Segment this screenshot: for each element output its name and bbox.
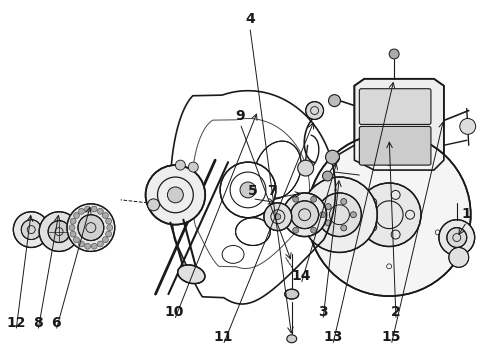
- Text: 3: 3: [318, 305, 328, 319]
- Circle shape: [78, 215, 104, 240]
- Ellipse shape: [285, 289, 299, 299]
- Circle shape: [283, 193, 326, 237]
- Circle shape: [147, 199, 159, 211]
- Circle shape: [91, 243, 97, 249]
- Circle shape: [264, 203, 292, 231]
- Circle shape: [102, 212, 108, 219]
- Circle shape: [328, 95, 341, 107]
- Circle shape: [106, 231, 112, 237]
- Circle shape: [447, 228, 467, 247]
- Circle shape: [98, 208, 103, 214]
- FancyBboxPatch shape: [359, 89, 431, 125]
- Circle shape: [322, 171, 333, 181]
- Circle shape: [275, 214, 281, 220]
- Circle shape: [302, 177, 377, 252]
- Text: 4: 4: [245, 12, 255, 26]
- Circle shape: [78, 208, 84, 214]
- Text: 2: 2: [391, 305, 401, 319]
- Text: 7: 7: [267, 184, 277, 198]
- Circle shape: [325, 220, 331, 226]
- Circle shape: [291, 201, 318, 229]
- Circle shape: [69, 225, 75, 231]
- Circle shape: [98, 241, 103, 247]
- Circle shape: [85, 243, 91, 249]
- Text: 9: 9: [235, 109, 245, 123]
- Circle shape: [389, 49, 399, 59]
- Circle shape: [74, 212, 79, 219]
- Circle shape: [67, 204, 115, 251]
- Circle shape: [341, 199, 347, 204]
- Circle shape: [39, 212, 79, 251]
- Text: 8: 8: [33, 316, 43, 330]
- Circle shape: [91, 206, 97, 212]
- Circle shape: [449, 247, 469, 267]
- Circle shape: [240, 182, 256, 198]
- Circle shape: [106, 218, 112, 224]
- Circle shape: [318, 193, 361, 237]
- Circle shape: [220, 162, 276, 218]
- Circle shape: [311, 196, 317, 202]
- Circle shape: [325, 204, 331, 210]
- Text: 6: 6: [51, 316, 61, 330]
- Text: 10: 10: [165, 305, 184, 319]
- Circle shape: [102, 237, 108, 243]
- Ellipse shape: [254, 141, 301, 199]
- Polygon shape: [354, 79, 444, 170]
- Text: 5: 5: [247, 184, 257, 198]
- Circle shape: [439, 220, 475, 255]
- FancyBboxPatch shape: [359, 126, 431, 165]
- Circle shape: [168, 187, 183, 203]
- Circle shape: [293, 227, 299, 233]
- Circle shape: [175, 160, 185, 170]
- Text: 15: 15: [381, 330, 401, 344]
- Circle shape: [146, 165, 205, 225]
- Circle shape: [357, 183, 421, 247]
- Circle shape: [21, 220, 41, 239]
- Circle shape: [188, 162, 198, 172]
- Ellipse shape: [236, 218, 270, 246]
- Circle shape: [107, 225, 113, 231]
- Text: 12: 12: [6, 316, 26, 330]
- Circle shape: [70, 218, 76, 224]
- Circle shape: [78, 241, 84, 247]
- Circle shape: [341, 225, 347, 231]
- Circle shape: [460, 118, 476, 134]
- Circle shape: [85, 206, 91, 212]
- Circle shape: [293, 196, 299, 202]
- Circle shape: [284, 212, 290, 218]
- Circle shape: [74, 237, 79, 243]
- Circle shape: [13, 212, 49, 247]
- Circle shape: [306, 102, 323, 120]
- Text: 14: 14: [291, 269, 311, 283]
- Circle shape: [308, 133, 471, 296]
- Text: 11: 11: [213, 330, 233, 344]
- Circle shape: [319, 212, 325, 218]
- Circle shape: [325, 150, 340, 164]
- Circle shape: [298, 160, 314, 176]
- Text: 13: 13: [323, 330, 343, 344]
- Ellipse shape: [287, 335, 297, 343]
- Circle shape: [311, 227, 317, 233]
- Circle shape: [48, 221, 70, 243]
- Text: 1: 1: [462, 207, 471, 221]
- Circle shape: [70, 231, 76, 237]
- Circle shape: [350, 212, 356, 218]
- Ellipse shape: [178, 265, 205, 284]
